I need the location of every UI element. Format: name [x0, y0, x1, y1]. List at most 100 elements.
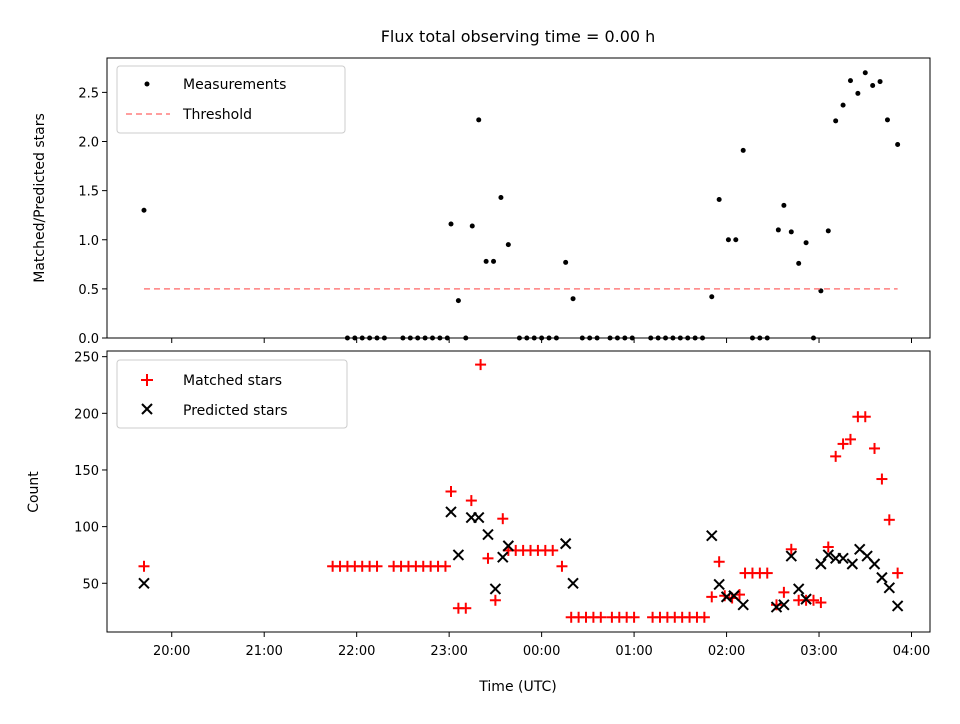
- measurements-point: [757, 335, 763, 341]
- bottom-axes-frame: [106, 350, 931, 633]
- predicted-stars-point: [868, 558, 881, 570]
- predicted-stars-point: [138, 577, 150, 589]
- matched-stars-point: [706, 591, 718, 603]
- predicted-stars-point-b: [822, 549, 834, 561]
- measurements-point: [455, 298, 461, 304]
- top-legend: Measurements Threshold: [116, 65, 346, 134]
- measurements-point: [749, 335, 755, 341]
- predicted-stars-point: [489, 583, 502, 595]
- measurements-legend-marker: [144, 81, 150, 87]
- measurements-point: [607, 335, 613, 341]
- predicted-stars-point-b: [720, 591, 733, 603]
- predicted-stars-point-b: [876, 571, 888, 584]
- x-tick-label: 23:00: [430, 644, 467, 659]
- matched-stars-point: [698, 611, 710, 623]
- matched-stars-point: [713, 556, 725, 568]
- predicted-stars-point: [567, 577, 579, 589]
- predicted-stars-point: [792, 583, 805, 595]
- measurements-point: [570, 296, 576, 302]
- top-legend-box: [116, 65, 346, 134]
- x-tick-label: 00:00: [523, 644, 560, 659]
- measurements-point: [648, 335, 654, 341]
- matched-stars-point: [460, 602, 472, 614]
- predicted-stars-point: [770, 601, 783, 613]
- measurements-point: [141, 207, 147, 213]
- y-tick-label: 250: [74, 351, 99, 366]
- predicted-stars-point: [502, 540, 515, 552]
- predicted-stars-point-b: [792, 583, 805, 595]
- predicted-stars-point-b: [559, 537, 572, 550]
- predicted-stars-point-b: [473, 511, 485, 524]
- y-tick-label: 2.0: [78, 136, 99, 151]
- predicted-stars-point-b: [868, 558, 881, 570]
- y-tick-label: 150: [74, 464, 99, 479]
- predicted-stars-point: [891, 600, 904, 612]
- matched-stars-point: [556, 560, 568, 572]
- measurements-point: [796, 260, 802, 266]
- measurements-point: [692, 335, 698, 341]
- measurements-point: [422, 335, 428, 341]
- measurements-point: [709, 294, 715, 300]
- measurements-point: [498, 195, 504, 201]
- measurements-point: [505, 242, 511, 248]
- y-tick-label: 50: [82, 577, 99, 592]
- matched-stars-point: [830, 450, 842, 462]
- measurements-point: [884, 117, 890, 123]
- measurements-point: [374, 335, 380, 341]
- measurements-point: [877, 79, 883, 85]
- measurements-point: [847, 78, 853, 84]
- predicted-stars-point-b: [567, 577, 579, 589]
- matched-stars-point: [439, 560, 451, 572]
- predicted-stars-point-b: [713, 578, 725, 591]
- measurements-point: [463, 335, 469, 341]
- predicted-stars-point: [846, 558, 859, 570]
- bottom-legend-box: [116, 359, 348, 429]
- predicted-stars-point-b: [482, 528, 494, 541]
- measurements-point: [810, 335, 816, 341]
- x-axis-label: Time (UTC): [478, 679, 556, 695]
- matched-stars-point: [761, 567, 773, 579]
- measurements-point: [825, 228, 831, 234]
- measurements-legend-label: Measurements: [183, 77, 286, 93]
- measurements-point: [491, 258, 497, 264]
- matched-stars-point: [859, 411, 871, 423]
- measurements-point: [448, 221, 454, 227]
- y-tick-label: 1.0: [78, 234, 99, 249]
- y-tick-label: 200: [74, 407, 99, 422]
- measurements-point: [833, 118, 839, 124]
- matched-stars-legend-marker: [141, 374, 153, 386]
- measurements-point: [781, 202, 787, 208]
- y-tick-label: 2.5: [78, 86, 99, 101]
- matched-stars-point: [883, 514, 895, 526]
- predicted-stars-point: [445, 506, 457, 518]
- y-tick-label: 1.5: [78, 185, 99, 200]
- threshold-legend-label: Threshold: [182, 107, 252, 123]
- measurements-point: [444, 335, 450, 341]
- matched-stars-point: [785, 543, 797, 555]
- measurements-point: [716, 196, 722, 202]
- predicted-stars-point-b: [502, 540, 515, 552]
- predicted-stars-point: [482, 528, 494, 541]
- measurements-point: [764, 335, 770, 341]
- flux-ratio-panel: 0.0 0.5 1.0 1.5 2.0 2.5 Matched/Predicted sta…: [32, 57, 931, 347]
- predicted-stars-point: [778, 599, 790, 611]
- y-tick-label: 0.5: [78, 283, 99, 298]
- predicted-stars-point-b: [737, 599, 749, 611]
- measurements-point: [629, 335, 635, 341]
- measurements-point: [733, 237, 739, 243]
- measurements-point: [685, 335, 691, 341]
- predicted-stars-point: [837, 552, 849, 565]
- predicted-stars-point-b: [497, 551, 509, 563]
- predicted-stars-point-b: [854, 543, 866, 555]
- predicted-stars-point-b: [800, 593, 812, 605]
- measurements-point: [862, 70, 868, 76]
- predicted-stars-point-b: [815, 558, 827, 570]
- measurements-point: [546, 335, 552, 341]
- predicted-stars-point-b: [785, 550, 797, 562]
- matched-stars-legend-label: Matched stars: [183, 373, 282, 389]
- measurements-point: [476, 117, 482, 123]
- predicted-stars-point: [737, 599, 749, 611]
- x-tick-label: 02:00: [708, 644, 745, 659]
- x-tick-label: 20:00: [153, 644, 190, 659]
